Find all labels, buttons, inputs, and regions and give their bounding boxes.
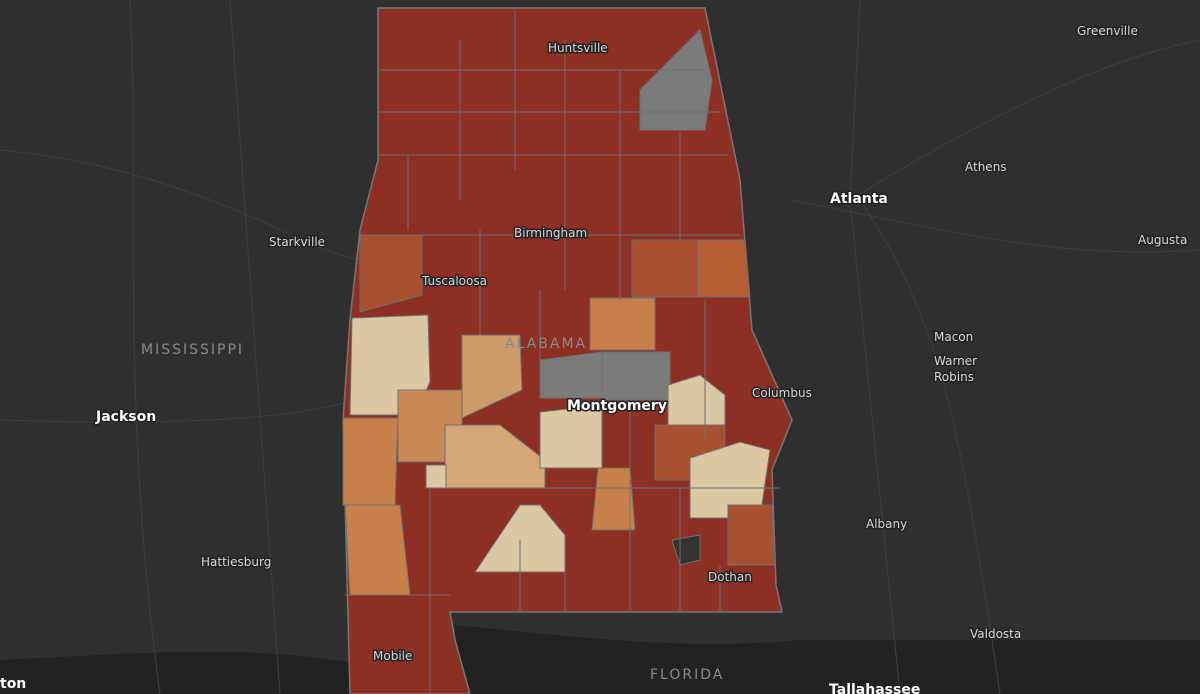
city-label: Warner Robins	[934, 354, 977, 384]
city-label: Macon	[934, 330, 973, 344]
state-label: MISSISSIPPI	[141, 342, 244, 358]
city-label: Augusta	[1138, 233, 1187, 247]
city-label: Tallahassee	[829, 682, 920, 694]
city-label: Dothan	[708, 570, 752, 584]
labels: Huntsville Birmingham Tuscaloosa ALABAMA…	[0, 23, 1189, 694]
county-borders	[345, 10, 780, 694]
county	[539, 351, 603, 399]
city-label: Mobile	[373, 649, 412, 663]
county	[359, 234, 423, 313]
gulf-water	[0, 625, 1200, 694]
county	[425, 464, 447, 489]
county	[591, 467, 636, 531]
city-label: Atlanta	[830, 191, 888, 207]
city-label: Starkville	[269, 235, 325, 249]
county	[631, 239, 699, 298]
county	[344, 504, 411, 596]
county	[727, 504, 776, 566]
city-label: Albany	[866, 517, 907, 531]
city-label: Birmingham	[514, 226, 587, 240]
county	[601, 351, 671, 401]
county	[667, 374, 726, 429]
city-label: Greenville	[1077, 24, 1138, 38]
city-label: Montgomery	[567, 398, 667, 414]
city-label: Tuscaloosa	[421, 274, 487, 288]
county	[689, 441, 771, 519]
city-label: ton	[0, 676, 26, 692]
county	[589, 297, 656, 351]
state-label: FLORIDA	[650, 667, 724, 683]
city-label: Hattiesburg	[201, 555, 271, 569]
city-label: Jackson	[95, 409, 156, 425]
city-label: Columbus	[752, 386, 812, 400]
label-line: Robins	[934, 370, 974, 384]
county	[671, 534, 701, 566]
county	[697, 239, 751, 298]
county	[474, 504, 566, 573]
county	[342, 417, 399, 506]
city-label: Huntsville	[548, 41, 608, 55]
counties	[342, 29, 776, 596]
city-label: Valdosta	[970, 627, 1021, 641]
state-label: ALABAMA	[505, 336, 587, 352]
city-label: Athens	[965, 160, 1007, 174]
county	[639, 29, 713, 131]
county	[539, 404, 603, 469]
label-line: Warner	[934, 354, 977, 368]
